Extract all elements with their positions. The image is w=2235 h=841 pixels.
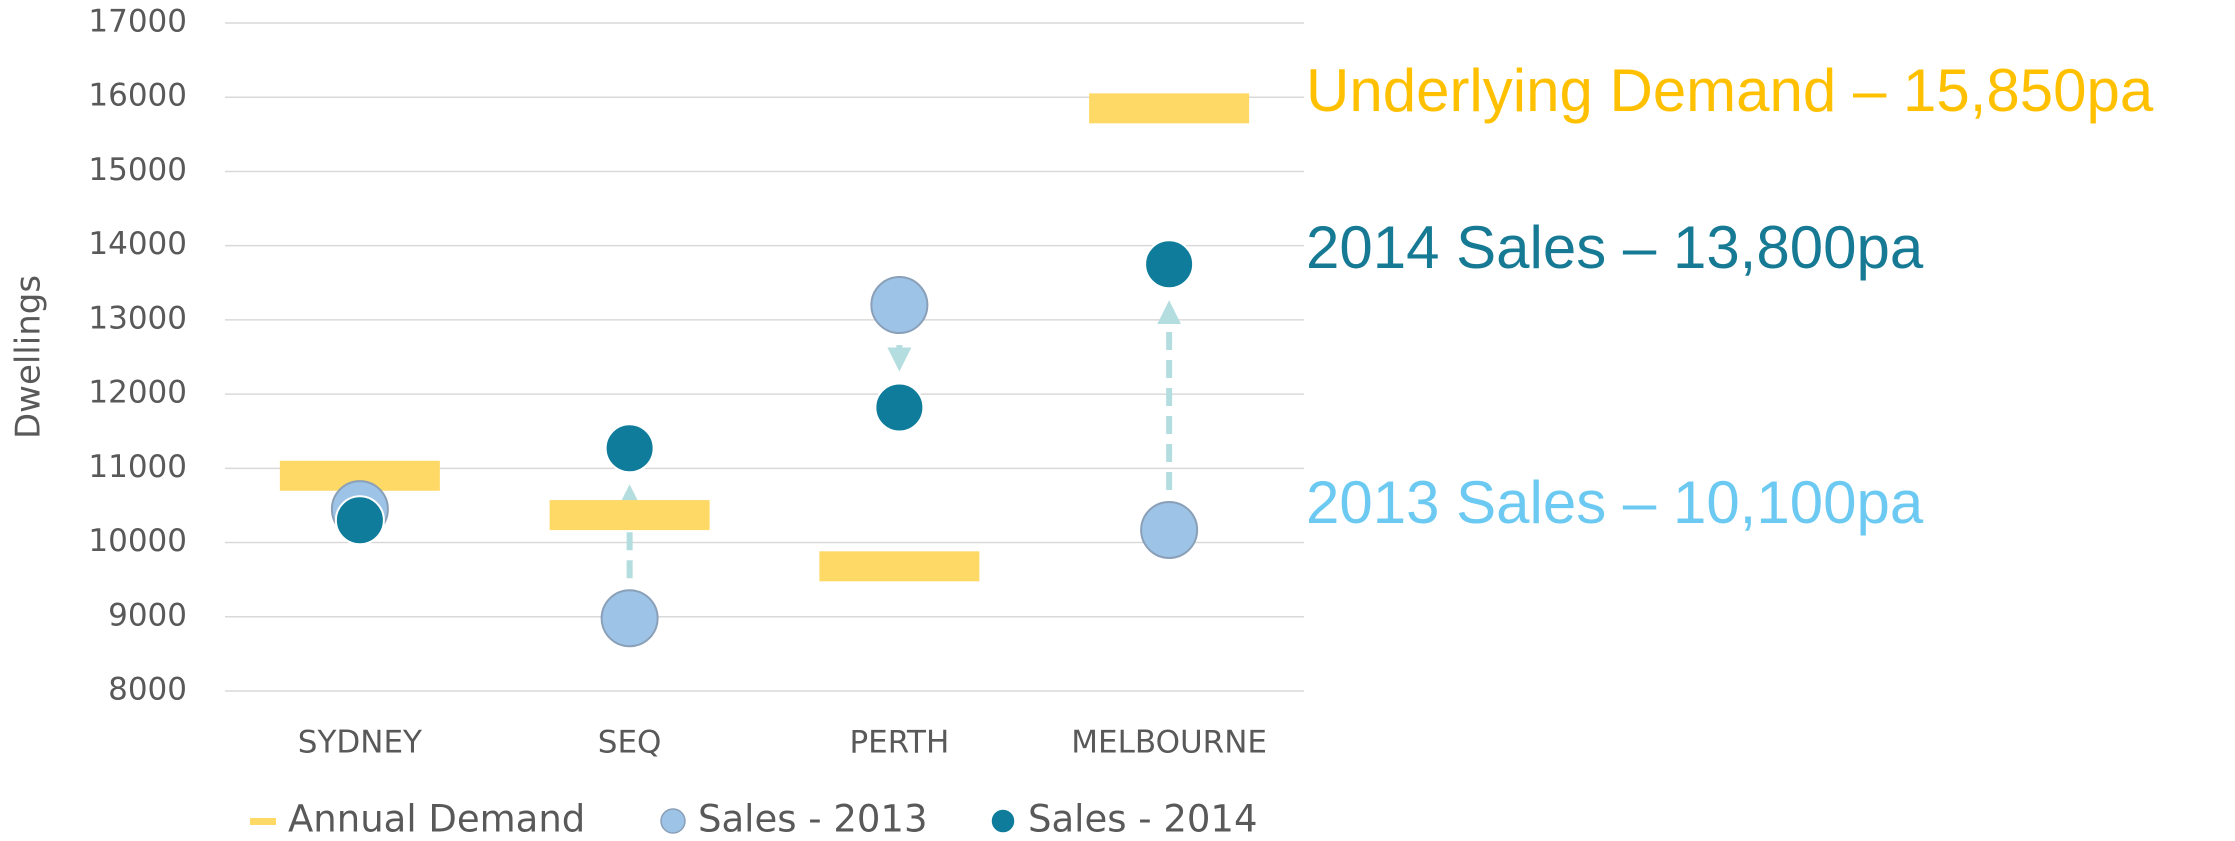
y-tick-label: 13000: [88, 300, 187, 336]
legend-marker: [660, 808, 686, 834]
y-tick-label: 11000: [88, 449, 187, 485]
x-tick-label: MELBOURNE: [1071, 725, 1267, 761]
x-tick-label: SEQ: [598, 725, 662, 761]
annotation: Underlying Demand – 15,850pa: [1306, 57, 2154, 124]
sales-dot: [604, 423, 655, 474]
demand-bar: [549, 500, 710, 531]
sales-dot: [600, 589, 659, 648]
y-tick-label: 12000: [88, 375, 187, 411]
x-tick-label: PERTH: [849, 725, 949, 761]
y-tick-label: 16000: [88, 78, 187, 114]
sales-dot: [874, 382, 925, 433]
legend-label: Sales - 2013: [698, 798, 928, 841]
demand-bar: [1089, 93, 1250, 124]
y-tick-label: 9000: [108, 597, 187, 633]
x-tick-label: SYDNEY: [298, 725, 422, 761]
y-tick-label: 14000: [88, 226, 187, 262]
legend-label: Sales - 2014: [1028, 798, 1258, 841]
sales-dot: [870, 276, 929, 335]
y-tick-label: 17000: [88, 4, 187, 40]
y-tick-label: 8000: [108, 672, 187, 708]
sales-dot: [334, 495, 385, 546]
demand-bar: [819, 551, 980, 582]
annotation: 2014 Sales – 13,800pa: [1306, 214, 1924, 281]
legend-marker: [250, 818, 276, 825]
y-axis-label: Dwellings: [9, 275, 49, 439]
legend-label: Annual Demand: [288, 798, 585, 841]
y-tick-label: 10000: [88, 523, 187, 559]
legend-marker: [990, 808, 1016, 834]
sales-dot: [1144, 239, 1195, 290]
annotation: 2013 Sales – 10,100pa: [1306, 469, 1924, 536]
y-tick-label: 15000: [88, 152, 187, 188]
sales-dot: [1140, 500, 1199, 559]
